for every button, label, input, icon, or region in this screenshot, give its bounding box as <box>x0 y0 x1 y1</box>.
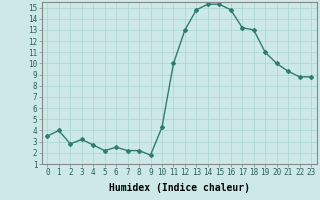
X-axis label: Humidex (Indice chaleur): Humidex (Indice chaleur) <box>109 183 250 193</box>
